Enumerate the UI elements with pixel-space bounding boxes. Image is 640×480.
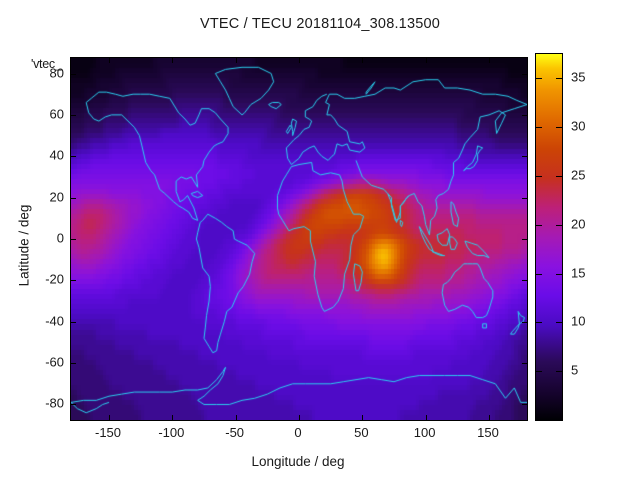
x-tickmark-bottom-6	[489, 415, 490, 420]
colorbar-tickmark-right-1	[556, 322, 562, 323]
colorbar-tickmark-left-4	[536, 176, 542, 177]
x-tickmark-top-2	[236, 58, 237, 63]
colorbar-tickmark-left-2	[536, 274, 542, 275]
x-tickmark-bottom-2	[236, 415, 237, 420]
y-tickmark-right-6	[522, 322, 527, 323]
colorbar-tickmark-left-1	[536, 322, 542, 323]
x-axis-tick-labels: -150 -100 -50 0 50 100 150	[0, 425, 640, 445]
colorbar-tick-5: 30	[571, 118, 586, 134]
x-tickmark-top-4	[362, 58, 363, 63]
x-tickmark-bottom-0	[109, 415, 110, 420]
x-tickmark-bottom-5	[426, 415, 427, 420]
y-tickmark-left-2	[71, 156, 76, 157]
colorbar-tickmark-left-0	[536, 371, 542, 372]
x-axis-label: Longitude / deg	[251, 454, 345, 469]
x-tickmark-bottom-1	[172, 415, 173, 420]
y-tickmark-left-3	[71, 198, 76, 199]
colorbar-tickmark-right-0	[556, 371, 562, 372]
y-axis-tick-1: 60	[49, 106, 64, 122]
y-tickmark-left-5	[71, 280, 76, 281]
stray-annotation-label: 'vtec_	[31, 57, 62, 71]
colorbar-tickmark-right-2	[556, 274, 562, 275]
y-tickmark-right-5	[522, 280, 527, 281]
colorbar-tickmark-left-3	[536, 225, 542, 226]
x-axis-tick-5: 100	[413, 425, 436, 440]
y-axis-tick-2: 40	[49, 147, 64, 163]
y-axis-tick-labels: 80 60 40 20 0 -20 -40 -60 -80	[12, 0, 64, 480]
y-axis-tick-0: 80	[49, 65, 64, 80]
y-tickmark-left-0	[71, 74, 76, 75]
colorbar-tickmark-left-5	[536, 127, 542, 128]
x-axis-tick-4: 50	[354, 425, 369, 440]
y-tickmark-right-1	[522, 115, 527, 116]
x-tickmark-top-5	[426, 58, 427, 63]
y-axis-tick-4: 0	[56, 230, 64, 246]
colorbar-tickmark-right-4	[556, 176, 562, 177]
y-tickmark-right-2	[522, 156, 527, 157]
colorbar-gradient	[536, 54, 562, 420]
colorbar-tickmark-right-3	[556, 225, 562, 226]
x-tickmark-top-1	[172, 58, 173, 63]
y-tickmark-left-7	[71, 363, 76, 364]
x-tickmark-top-3	[299, 58, 300, 63]
x-tickmark-bottom-3	[299, 415, 300, 420]
y-tickmark-right-0	[522, 74, 527, 75]
y-tickmark-left-4	[71, 239, 76, 240]
y-axis-tick-3: 20	[49, 189, 64, 205]
colorbar-tick-3: 20	[571, 216, 586, 232]
x-tickmark-top-6	[489, 58, 490, 63]
x-axis-tick-2: -50	[225, 425, 245, 440]
colorbar-tick-2: 15	[571, 265, 586, 281]
y-axis-tick-7: -60	[45, 354, 64, 370]
x-axis-tick-1: -100	[158, 425, 185, 440]
colorbar-tickmark-right-5	[556, 127, 562, 128]
colorbar-tick-4: 25	[571, 167, 586, 183]
x-axis-tick-3: 0	[294, 425, 302, 440]
y-tickmark-left-6	[71, 322, 76, 323]
x-axis-tick-0: -150	[94, 425, 122, 440]
coastline-overlay-canvas	[71, 58, 527, 420]
y-tickmark-left-1	[71, 115, 76, 116]
x-axis-tick-6: 150	[477, 425, 499, 440]
colorbar[interactable]	[535, 53, 563, 421]
x-tickmark-bottom-4	[362, 415, 363, 420]
page-title: VTEC / TECU 20181104_308.13500	[199, 16, 441, 32]
y-axis-label: Latitude / deg	[16, 204, 32, 287]
y-axis-tick-5: -20	[45, 271, 64, 287]
y-axis-tick-6: -40	[45, 313, 64, 329]
y-tickmark-right-4	[522, 239, 527, 240]
y-tickmark-right-3	[522, 198, 527, 199]
colorbar-tickmark-left-6	[536, 78, 542, 79]
map-plot-area[interactable]	[70, 57, 528, 421]
colorbar-tickmark-right-6	[556, 78, 562, 79]
y-tickmark-right-8	[522, 404, 527, 405]
colorbar-tick-0: 5	[571, 362, 579, 378]
colorbar-tick-1: 10	[571, 313, 586, 329]
x-tickmark-top-0	[109, 58, 110, 63]
colorbar-tick-6: 35	[571, 69, 586, 85]
y-tickmark-right-7	[522, 363, 527, 364]
y-axis-tick-8: -80	[45, 395, 64, 411]
y-tickmark-left-8	[71, 404, 76, 405]
